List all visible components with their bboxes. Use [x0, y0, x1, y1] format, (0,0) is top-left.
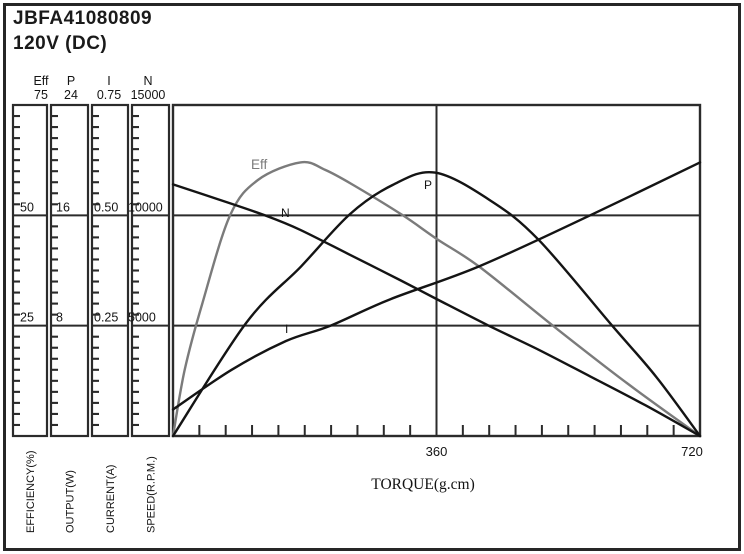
- axis-scale-label: 0.50: [94, 200, 118, 214]
- curve-eff: [171, 160, 702, 438]
- axis-header-max: 15000: [131, 88, 166, 102]
- title-block: JBFA41080809 120V (DC): [13, 6, 152, 56]
- axis-header-name: P: [67, 74, 75, 88]
- voltage-rating: 120V (DC): [13, 33, 108, 54]
- axis-header-name: Eff: [33, 74, 49, 88]
- curve-label-p: P: [424, 178, 432, 192]
- model-number: JBFA41080809: [13, 8, 153, 29]
- curve-i: [171, 161, 702, 411]
- axis-unit-label: EFFICIENCY(%): [25, 451, 37, 534]
- axis-header-max: 0.75: [97, 88, 121, 102]
- axis-header-name: N: [143, 74, 152, 88]
- axis-scale-label: 8: [56, 311, 63, 325]
- curve-p: [171, 170, 702, 438]
- sheet-border: [3, 3, 741, 551]
- plot-area: 360 720 TORQUE(g.cm): [171, 103, 703, 493]
- axis-strip-i: 0.50 0.25 I0.75 CURRENT(A): [90, 74, 130, 533]
- axis-unit-label: SPEED(R.P.M.): [146, 456, 158, 533]
- x-tick-label-360: 360: [426, 444, 448, 459]
- axis-header-max: 75: [34, 88, 48, 102]
- axis-unit-label: CURRENT(A): [105, 465, 117, 533]
- curve-label-eff: Eff: [251, 157, 268, 172]
- axis-scale-label: 0.25: [94, 311, 118, 325]
- axis-scale-label: 5000: [128, 311, 156, 325]
- x-axis-title: TORQUE(g.cm): [371, 476, 474, 493]
- axis-header-max: 24: [64, 88, 78, 102]
- x-tick-label-720: 720: [681, 444, 703, 459]
- axis-scale-label: 16: [56, 200, 70, 214]
- axis-scale-label: 50: [20, 200, 34, 214]
- curve-label-i: I: [285, 322, 288, 336]
- axis-unit-label: OUTPUT(W): [65, 470, 77, 533]
- axis-header-name: I: [107, 74, 110, 88]
- curve-label-n: N: [281, 206, 290, 220]
- axis-strip-p: 16 8 P24 OUTPUT(W): [49, 74, 90, 533]
- axis-scale-label: 25: [20, 311, 34, 325]
- axis-scale-label: 10000: [128, 200, 163, 214]
